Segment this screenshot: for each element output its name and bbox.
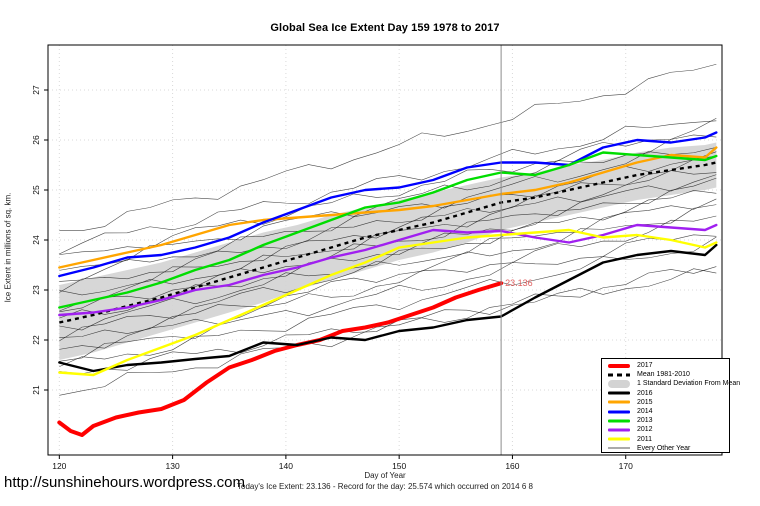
x-tick-label: 170 (619, 461, 633, 471)
legend-entry-1-standard-deviation-from-mean: 1 Standard Deviation From Mean (608, 379, 740, 388)
x-axis-label: Day of Year (364, 471, 406, 480)
background-year-line (59, 190, 717, 331)
background-year-line (59, 234, 717, 362)
legend-label: Every Other Year (637, 444, 691, 452)
series-2014 (58, 131, 718, 278)
background-year-line (59, 120, 717, 255)
legend-swatch-line (608, 435, 632, 443)
background-year-line (59, 117, 717, 255)
legend-label: 2011 (637, 435, 653, 443)
background-year-line (59, 198, 717, 342)
y-tick-label: 22 (31, 335, 41, 345)
legend-swatch-line (608, 398, 632, 406)
legend-label: 2013 (637, 417, 653, 425)
series-2012 (58, 223, 718, 317)
legend-swatch-line (608, 426, 632, 434)
legend-entry-2011: 2011 (608, 435, 729, 444)
y-tick-label: 23 (31, 285, 41, 295)
legend-label: 2017 (637, 362, 653, 370)
background-year-line (59, 170, 717, 312)
legend-swatch-band (608, 379, 632, 388)
legend-swatch-dashed (608, 371, 632, 379)
legend-entry-mean-1981-2010: Mean 1981-2010 (608, 370, 729, 379)
background-year-line (59, 134, 717, 271)
legend-swatch-thick (608, 362, 632, 370)
legend-swatch-line (608, 408, 632, 416)
y-tick-label: 25 (31, 185, 41, 195)
y-tick-label: 27 (31, 85, 41, 95)
x-tick-label: 130 (166, 461, 180, 471)
background-year-line (59, 155, 717, 296)
footer-url: http://sunshinehours.wordpress.com (4, 474, 245, 491)
legend: 2017 Mean 1981-2010 1 Standard Deviation F… (601, 358, 740, 453)
series-2016 (58, 243, 718, 373)
series-2013 (58, 151, 718, 309)
series-2017 (57, 281, 504, 437)
legend-label: 2016 (637, 389, 653, 397)
legend-label: 2015 (637, 398, 653, 406)
plot-border (47, 44, 723, 456)
mean-line (59, 161, 717, 324)
legend-entry-2014: 2014 (608, 407, 729, 416)
legend-label: 2014 (637, 408, 653, 416)
x-tick-label: 160 (505, 461, 519, 471)
background-year-line (59, 215, 717, 350)
legend-swatch-line (608, 389, 632, 397)
background-year-line (59, 236, 717, 367)
x-tick-label: 120 (52, 461, 66, 471)
legend-entry-2017: 2017 (608, 361, 729, 370)
background-year-line (59, 63, 717, 232)
current-value-label: 23.136 (505, 278, 533, 288)
legend-entry-every-other-year: Every Other Year (608, 444, 729, 453)
series-2011 (58, 228, 718, 377)
chart-title: Global Sea Ice Extent Day 159 1978 to 20… (270, 22, 500, 34)
background-year-line (59, 204, 717, 338)
legend-entry-2013: 2013 (608, 416, 729, 425)
y-tick-label: 21 (31, 385, 41, 395)
legend-entry-2012: 2012 (608, 425, 729, 434)
legend-entry-2016: 2016 (608, 389, 729, 398)
legend-swatch-thin (608, 444, 632, 452)
legend-label: 2012 (637, 426, 653, 434)
legend-label: 1 Standard Deviation From Mean (637, 380, 741, 388)
series-2015 (58, 146, 718, 269)
legend-label: Mean 1981-2010 (637, 371, 690, 379)
footer-note: Today's Ice Extent: 23.136 - Record for … (237, 482, 533, 491)
background-year-line (59, 266, 717, 396)
x-tick-label: 150 (392, 461, 406, 471)
legend-entry-2015: 2015 (608, 398, 729, 407)
x-tick-label: 140 (279, 461, 293, 471)
y-tick-label: 26 (31, 135, 41, 145)
legend-swatch-line (608, 417, 632, 425)
y-tick-label: 24 (31, 235, 41, 245)
